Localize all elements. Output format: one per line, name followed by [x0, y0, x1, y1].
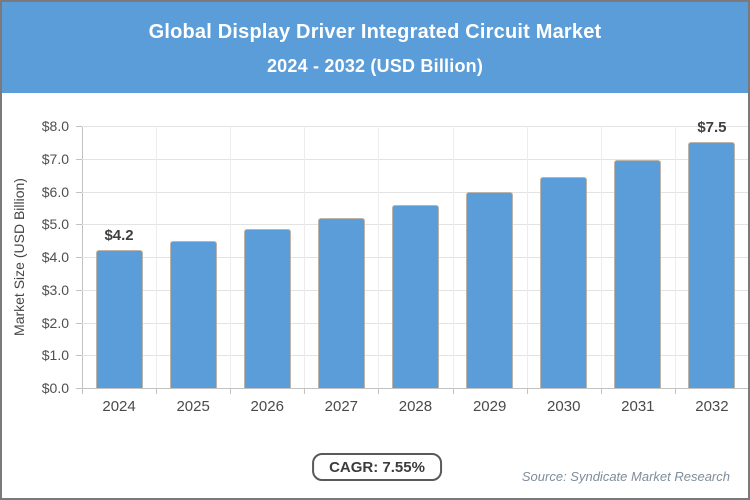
gridline-horizontal [82, 126, 748, 127]
bar-2024 [95, 250, 143, 388]
x-tick-label-2032: 2032 [695, 398, 729, 415]
y-tick-mark [76, 158, 82, 160]
x-tick-label-2024: 2024 [102, 398, 136, 415]
y-tick-mark [76, 388, 82, 389]
x-tick-mark [304, 388, 306, 394]
chart-title: Global Display Driver Integrated Circuit… [148, 21, 602, 43]
plot-area: $4.2 $7.5 [76, 119, 748, 389]
gridline-vertical [156, 126, 158, 388]
x-tick-label-2030: 2030 [547, 398, 581, 415]
x-tick-mark [526, 388, 528, 394]
chart-header-banner: Global Display Driver Integrated Circuit… [2, 2, 748, 93]
bar-value-label-2032: $7.5 [697, 119, 727, 137]
y-tick-label-00: $0.0 [41, 380, 69, 396]
x-axis-line [76, 388, 748, 389]
bar-2032 [688, 142, 736, 388]
gridline-horizontal [82, 191, 748, 193]
y-tick-mark [76, 224, 82, 226]
y-tick-mark [76, 126, 82, 127]
gridline-vertical [600, 126, 602, 388]
y-tick-label-40: $4.0 [41, 249, 69, 265]
bar-value-label-2024: $4.2 [104, 227, 134, 245]
y-tick-label-30: $3.0 [41, 281, 69, 298]
y-tick-mark [76, 289, 82, 291]
x-tick-label-2026: 2026 [250, 398, 284, 415]
y-tick-mark [76, 257, 82, 258]
source-attribution: Source: Syndicate Market Research [521, 469, 730, 484]
bar-2031 [614, 160, 662, 388]
x-tick-mark [82, 388, 83, 394]
x-tick-label-2027: 2027 [324, 398, 359, 415]
y-tick-label-50: $5.0 [41, 216, 69, 233]
x-tick-mark [156, 388, 158, 394]
y-tick-label-70: $7.0 [41, 150, 69, 167]
y-tick-label-10: $1.0 [41, 347, 69, 364]
bar-2029 [466, 191, 514, 388]
gridline-vertical [230, 126, 232, 388]
gridline-vertical [674, 126, 676, 388]
y-tick-label-60: $6.0 [41, 183, 69, 200]
bar-2025 [169, 240, 217, 388]
gridline-horizontal [82, 158, 748, 160]
bar-2028 [392, 204, 439, 388]
x-tick-label-2031: 2031 [621, 398, 655, 415]
gridline-vertical [378, 126, 380, 388]
y-tick-mark [76, 191, 82, 193]
bar-2027 [317, 217, 365, 388]
y-tick-mark [76, 355, 82, 357]
x-tick-label-2029: 2029 [472, 398, 507, 415]
chart-subtitle: 2024 - 2032 (USD Billion) [266, 56, 484, 76]
x-tick-mark [452, 388, 454, 394]
x-tick-mark [230, 388, 232, 394]
cagr-badge: CAGR: 7.55% [312, 453, 442, 481]
gridline-vertical [526, 126, 528, 388]
x-tick-label-2028: 2028 [398, 398, 433, 415]
x-tick-mark [378, 388, 380, 394]
x-tick-mark [674, 388, 676, 394]
bar-2030 [540, 176, 588, 388]
x-tick-label-2025: 2025 [176, 398, 210, 415]
y-tick-label-20: $2.0 [41, 314, 69, 331]
x-tick-mark [600, 388, 602, 394]
bar-2026 [243, 229, 291, 388]
gridline-vertical [304, 126, 306, 388]
y-tick-mark [76, 322, 82, 324]
gridline-vertical [452, 126, 454, 388]
y-tick-label-80: $8.0 [41, 118, 69, 134]
